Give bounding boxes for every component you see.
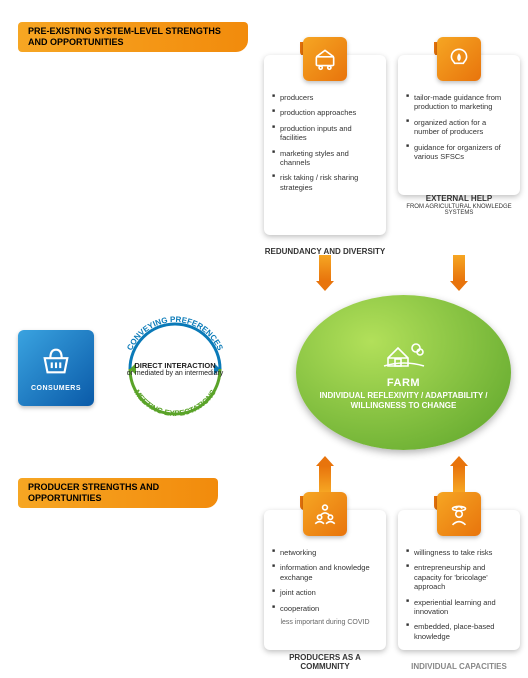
list-item: marketing styles and channels — [272, 149, 378, 168]
card-title: INDIVIDUAL CAPACITIES — [398, 663, 520, 672]
people-icon — [303, 492, 347, 536]
farmer-icon — [437, 492, 481, 536]
list-item: networking — [272, 548, 378, 557]
card-list: networking information and knowledge exc… — [272, 548, 378, 613]
card-list: producers production approaches producti… — [272, 93, 378, 192]
list-item: risk taking / risk sharing strategies — [272, 173, 378, 192]
arrow-down — [316, 255, 334, 291]
list-item: production approaches — [272, 108, 378, 117]
card-external-help: tailor-made guidance from production to … — [398, 55, 520, 195]
list-item: guidance for organizers of various SFSCs — [406, 143, 512, 162]
card-note: less important during COVID — [272, 619, 378, 626]
interaction-center: DIRECT INTERACTION or mediated by an int… — [110, 310, 240, 428]
list-item: embedded, place-based knowledge — [406, 622, 512, 641]
list-item: cooperation — [272, 604, 378, 613]
card-list: tailor-made guidance from production to … — [406, 93, 512, 161]
cart-icon — [303, 37, 347, 81]
list-item: tailor-made guidance from production to … — [406, 93, 512, 112]
card-individual-capacities: willingness to take risks entrepreneursh… — [398, 510, 520, 650]
list-item: information and knowledge exchange — [272, 563, 378, 582]
arrow-up — [450, 456, 468, 492]
arrow-up — [316, 456, 334, 492]
farm-sub: INDIVIDUAL REFLEXIVITY / ADAPTABILITY / … — [316, 391, 491, 412]
list-item: willingness to take risks — [406, 548, 512, 557]
farm-node: FARM INDIVIDUAL REFLEXIVITY / ADAPTABILI… — [296, 295, 511, 450]
card-redundancy: producers production approaches producti… — [264, 55, 386, 235]
list-item: entrepreneurship and capacity for 'brico… — [406, 563, 512, 591]
bulb-icon — [437, 37, 481, 81]
farm-label: FARM — [387, 377, 420, 389]
card-title: PRODUCERS AS A COMMUNITY — [264, 654, 386, 672]
list-item: joint action — [272, 588, 378, 597]
list-item: production inputs and facilities — [272, 124, 378, 143]
basket-icon — [39, 344, 73, 381]
farm-icon — [382, 334, 426, 373]
interaction-cycle: CONVEYING PREFERENCES MEETING EXPECTATIO… — [110, 310, 240, 428]
card-title: EXTERNAL HELP FROM AGRICULTURAL KNOWLEDG… — [398, 195, 520, 217]
arrow-down — [450, 255, 468, 291]
list-item: experiential learning and innovation — [406, 598, 512, 617]
list-item: organized action for a number of produce… — [406, 118, 512, 137]
banner-producer: PRODUCER STRENGTHS AND OPPORTUNITIES — [18, 478, 218, 508]
card-list: willingness to take risks entrepreneursh… — [406, 548, 512, 641]
consumers-label: CONSUMERS — [31, 385, 81, 392]
list-item: producers — [272, 93, 378, 102]
banner-system-level: PRE-EXISTING SYSTEM-LEVEL STRENGTHS AND … — [18, 22, 248, 52]
card-producers-community: networking information and knowledge exc… — [264, 510, 386, 650]
consumers-box: CONSUMERS — [18, 330, 94, 406]
